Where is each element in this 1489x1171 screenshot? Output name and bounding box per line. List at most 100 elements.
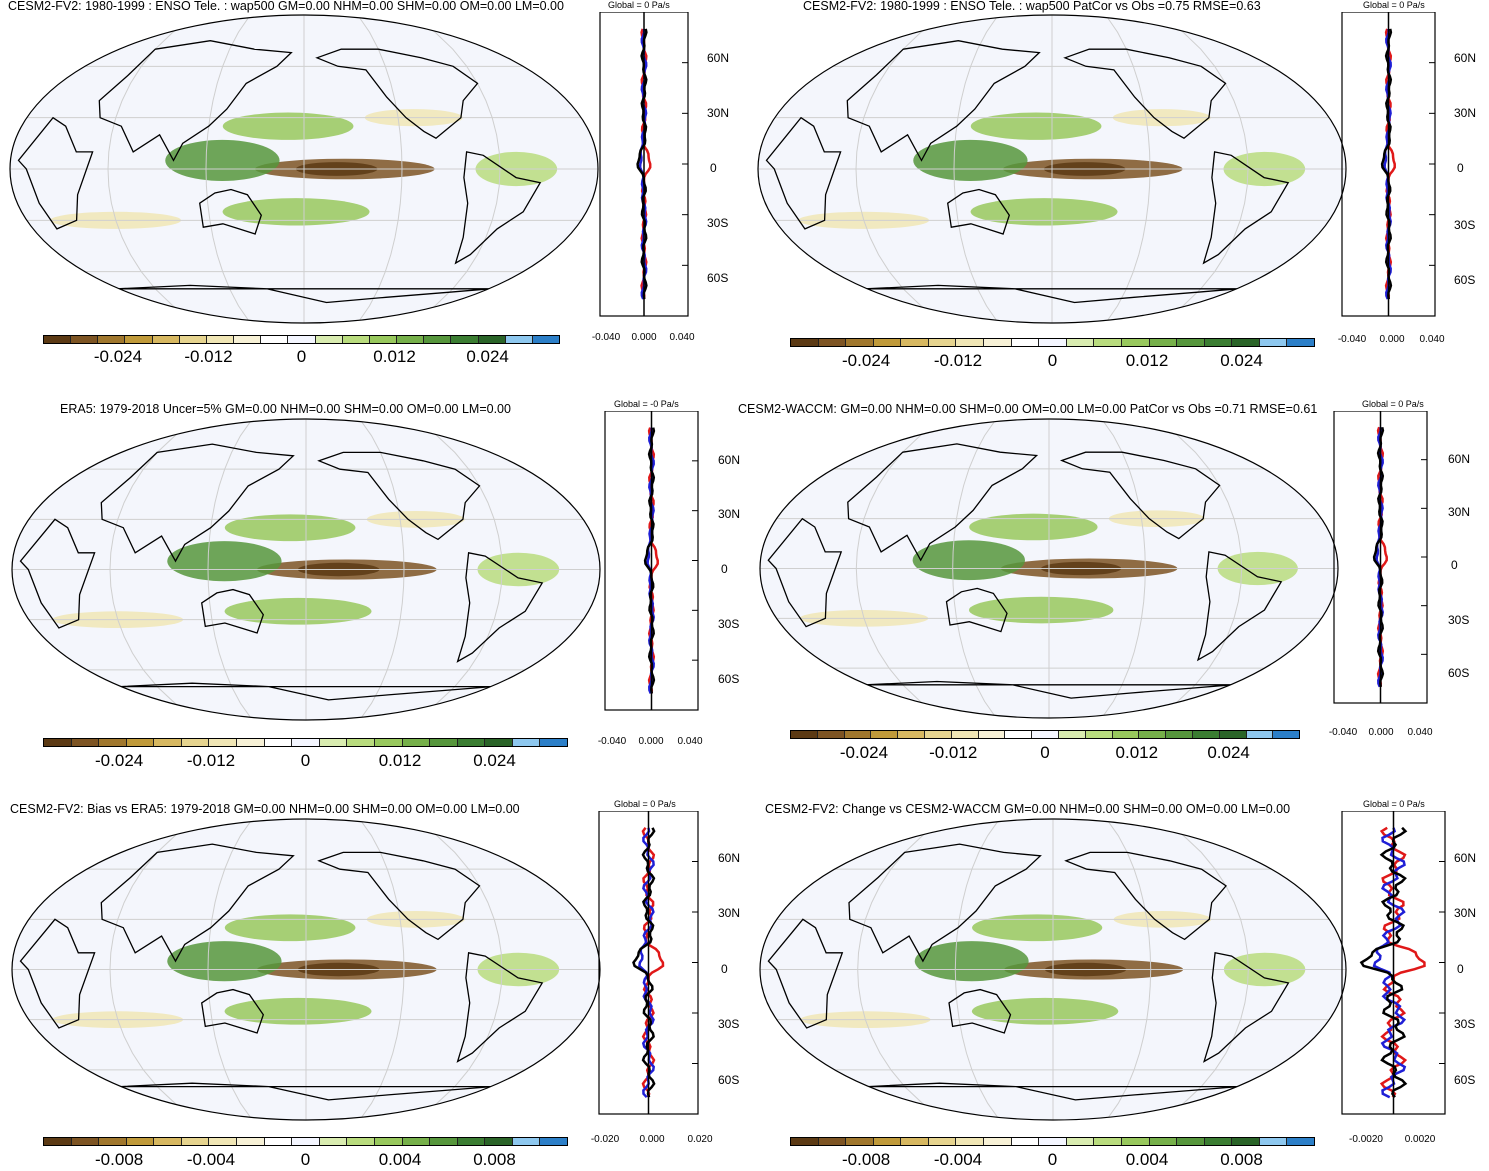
- graticule-line: [1159, 819, 1249, 1120]
- colorbar-tick: 0.012: [373, 347, 416, 366]
- zonal-profile: [1341, 811, 1446, 1115]
- lat-label: 60S: [1454, 273, 1476, 287]
- continent-north-america: [1064, 851, 1227, 941]
- colorbar-swatch: [1219, 731, 1247, 738]
- map-border: [9, 14, 599, 324]
- colorbar-swatch: [234, 336, 262, 343]
- anomaly-positive: [224, 597, 372, 625]
- panel-title: CESM2-WACCM: GM=0.00 NHM=0.00 SHM=0.00 O…: [738, 402, 1318, 416]
- continent-south-america: [1202, 151, 1290, 265]
- lat-label: 30S: [718, 1017, 740, 1031]
- anomaly-positive: [167, 941, 282, 982]
- colorbar-swatch: [844, 731, 872, 738]
- colorbar-swatch: [347, 1138, 375, 1145]
- colorbar-swatch: [457, 1138, 486, 1145]
- graticule-line: [205, 15, 251, 323]
- profile-title: Global = 0 Pa/s: [1362, 399, 1424, 409]
- colorbar-swatch: [951, 731, 979, 738]
- continent-asia: [100, 443, 295, 563]
- colorbar-swatch: [1259, 1138, 1288, 1145]
- colorbar-swatch: [237, 739, 265, 746]
- colorbar-swatch: [71, 336, 99, 343]
- anomaly-positive: [224, 914, 356, 942]
- continent-australia: [946, 188, 1011, 235]
- lat-label: 0: [710, 161, 717, 175]
- anomaly-positive: [912, 540, 1026, 581]
- colorbar-swatch: [956, 339, 985, 346]
- colorbar-swatch: [485, 1138, 513, 1145]
- graticule-line: [1106, 819, 1152, 1120]
- colorbar-tick: -0.012: [186, 751, 236, 770]
- colorbar-tick: -0.004: [933, 1150, 983, 1169]
- lat-label: 30S: [718, 617, 740, 631]
- colorbar-swatch: [261, 336, 289, 343]
- colorbar-swatch: [1066, 1138, 1095, 1145]
- graticule-line: [359, 419, 405, 720]
- continent-antarctica: [867, 1082, 1239, 1101]
- graticule-line: [855, 15, 945, 323]
- colorbar-swatch: [1273, 731, 1300, 738]
- colorbar-tick: 0.012: [1115, 743, 1159, 762]
- continent-south-america: [1196, 551, 1283, 662]
- profile-xtick: -0.0020: [1349, 1134, 1383, 1145]
- map-border: [11, 818, 601, 1121]
- colorbar-swatch: [1094, 1138, 1122, 1145]
- colorbar-swatch: [181, 739, 210, 746]
- profile-xtick: 0.000: [1368, 727, 1394, 738]
- graticule-line: [107, 15, 197, 323]
- colorbar-tick: 0: [300, 1150, 311, 1169]
- colorbar-swatch: [901, 1138, 929, 1145]
- lat-label: 60S: [1448, 666, 1470, 680]
- colorbar-swatch: [98, 336, 126, 343]
- colorbar-swatch: [928, 339, 957, 346]
- colorbar-swatch: [1177, 339, 1205, 346]
- colorbar-tick: 0.024: [1220, 351, 1263, 370]
- colorbar-swatch: [1032, 731, 1059, 738]
- colorbar-swatch: [540, 739, 567, 746]
- colorbar-tick: -0.012: [933, 351, 983, 370]
- colorbar-swatch: [1058, 731, 1086, 738]
- zonal-profile: [1333, 411, 1428, 704]
- colorbar-swatch: [125, 336, 153, 343]
- map-border: [11, 418, 601, 721]
- panel-title: ERA5: 1979-2018 Uncer=5% GM=0.00 NHM=0.0…: [60, 402, 511, 416]
- continent-africa: [767, 918, 844, 1029]
- colorbar-swatch: [402, 1138, 431, 1145]
- colorbar-swatch: [292, 739, 320, 746]
- map-border: [759, 818, 1347, 1121]
- lat-label: 60S: [718, 1073, 740, 1087]
- colorbar-tick: 0.024: [1207, 743, 1250, 762]
- profile-title: Global = 0 Pa/s: [608, 0, 670, 10]
- colorbar-swatch: [44, 1138, 72, 1145]
- colorbar-tick: 0.004: [1125, 1150, 1169, 1169]
- lat-label: 30S: [707, 216, 729, 230]
- continent-north-america: [1063, 48, 1227, 139]
- panel-title: CESM2-FV2: Bias vs ERA5: 1979-2018 GM=0.…: [10, 802, 520, 816]
- graticule-line: [1105, 15, 1151, 323]
- colorbar-swatch: [1011, 339, 1040, 346]
- profile-total-line: [1359, 826, 1408, 1098]
- lat-label: 0: [721, 562, 728, 576]
- colorbar-swatch: [319, 1138, 348, 1145]
- colorbar-swatch: [1121, 1138, 1150, 1145]
- zonal-profile: [599, 12, 689, 317]
- colorbar-swatch: [1149, 1138, 1178, 1145]
- colorbar: [43, 335, 560, 344]
- colorbar-tick: 0: [1047, 351, 1058, 370]
- colorbar-swatch: [457, 739, 486, 746]
- continent-antarctica: [865, 284, 1239, 304]
- colorbar-tick: -0.024: [842, 351, 891, 370]
- profile-title: Global = 0 Pa/s: [1363, 0, 1425, 10]
- colorbar-swatch: [873, 1138, 902, 1145]
- colorbar-swatch: [1232, 339, 1260, 346]
- profile-xtick: 0.040: [1419, 334, 1445, 345]
- colorbar-swatch: [209, 739, 238, 746]
- continent-asia: [98, 40, 293, 162]
- lat-label: 60N: [1448, 452, 1471, 466]
- lat-label: 60S: [707, 271, 729, 285]
- colorbar-swatch: [978, 731, 1006, 738]
- profile-xtick: 0.000: [1379, 334, 1405, 345]
- graticule-line: [109, 819, 199, 1120]
- colorbar-swatch: [485, 739, 513, 746]
- colorbar-swatch: [1149, 339, 1178, 346]
